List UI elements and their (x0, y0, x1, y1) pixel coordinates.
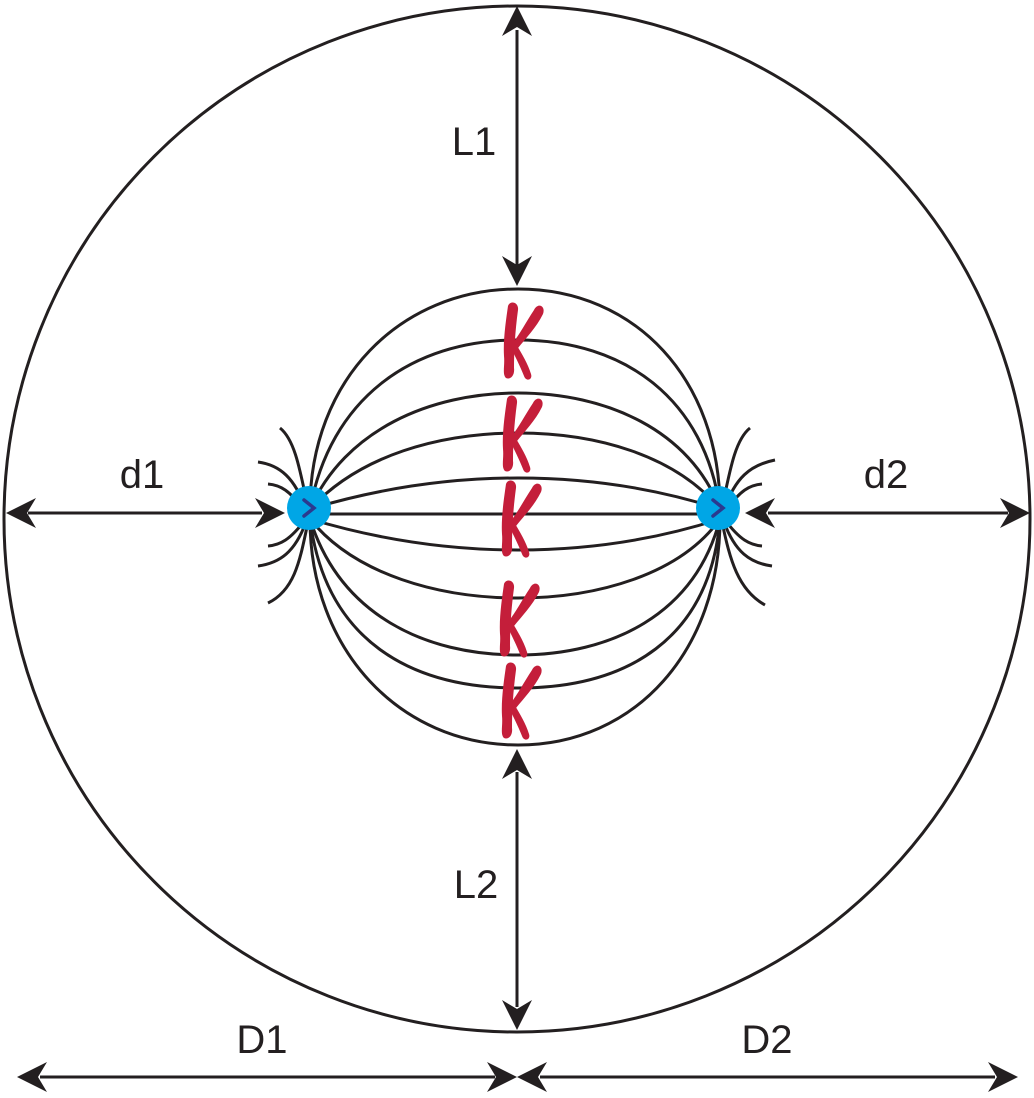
chromosomes (499, 302, 544, 740)
spindle-fibers (308, 287, 722, 747)
label-L2: L2 (454, 863, 499, 907)
spindle-fiber (308, 518, 722, 657)
chromosome (501, 662, 542, 740)
d1-measure (6, 498, 285, 528)
centriole-icon (302, 498, 317, 518)
chromosome (501, 480, 542, 558)
spindle-fiber (308, 518, 722, 747)
spindle-fiber (309, 517, 721, 552)
label-D2: D2 (741, 1018, 792, 1062)
label-L1: L1 (452, 120, 497, 164)
spindle-fiber (308, 518, 722, 690)
D1-measure (17, 1062, 517, 1092)
astral-ray (267, 521, 310, 605)
D2-measure (517, 1062, 1018, 1092)
spindle-fiber (308, 287, 722, 510)
label-d1: d1 (120, 453, 165, 497)
l2-measure (502, 749, 532, 1030)
chromosome (499, 580, 540, 658)
d2-measure (745, 498, 1030, 528)
label-D1: D1 (236, 1018, 287, 1062)
astral-ray (720, 521, 766, 607)
centriole-icon (711, 498, 726, 518)
spindle-fiber (308, 518, 722, 600)
centrosome-right (696, 486, 740, 530)
l1-measure (502, 6, 532, 286)
astral-ray (722, 521, 773, 568)
astral-ray (257, 521, 308, 568)
spindle-fiber (308, 391, 722, 510)
centrosome-left (287, 486, 331, 530)
spindle-fiber (309, 476, 721, 511)
label-d2: d2 (864, 453, 909, 497)
